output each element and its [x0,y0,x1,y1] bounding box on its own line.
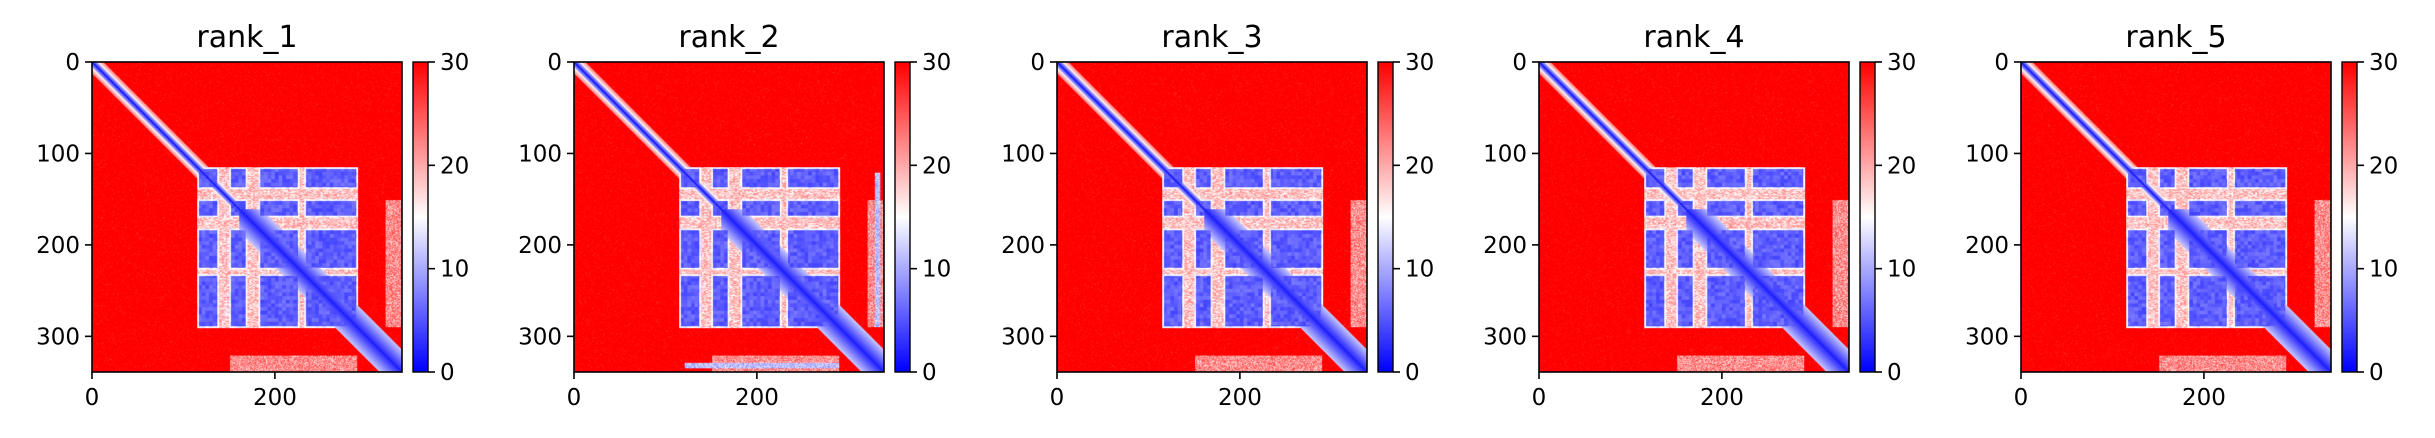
heatmap-panel: rank_2 0 100 200 300 0 200 0 10 20 30 [518,20,951,411]
y-tick-label: 100 [1965,141,2009,167]
x-tick-label: 0 [567,385,582,411]
y-tick-label: 0 [65,50,80,76]
colorbar-tick-label: 10 [922,257,951,283]
heatmap-panel: rank_4 0 100 200 300 0 200 0 10 20 30 [1483,20,1916,411]
axes-frame [2020,61,2332,373]
y-tick-label: 0 [1512,50,1527,76]
x-tick-label: 200 [253,385,297,411]
colorbar-tick-label: 30 [922,50,951,76]
colorbar-tick-label: 30 [1887,50,1916,76]
colorbar-tick-label: 30 [440,50,469,76]
colorbar [895,62,910,372]
colorbar [413,62,428,372]
colorbar-tick-label: 20 [2369,153,2398,179]
axes-frame [573,61,885,373]
panel-title: rank_4 [1643,20,1744,55]
axes-frame [1538,61,1850,373]
colorbar-tick-label: 0 [2369,360,2384,386]
colorbar-tick-label: 30 [1405,50,1434,76]
colorbar [1378,62,1393,372]
y-tick-label: 200 [36,233,80,259]
colorbar-tick-label: 0 [440,360,455,386]
x-tick-label: 200 [735,385,779,411]
heatmap-image [1057,62,1367,372]
panel-title: rank_5 [2125,20,2226,55]
colorbar-tick-label: 20 [1405,153,1434,179]
x-tick-label: 200 [1218,385,1262,411]
colorbar-tick-label: 20 [1887,153,1916,179]
colorbar-tick-label: 10 [1887,257,1916,283]
y-tick-label: 200 [1001,233,1045,259]
y-tick-label: 0 [1030,50,1045,76]
colorbar-tick-label: 30 [2369,50,2398,76]
x-tick-label: 0 [1532,385,1547,411]
colorbar-frame [894,61,911,373]
y-tick-label: 300 [518,324,562,350]
panel-title: rank_2 [678,20,779,55]
y-tick-label: 100 [1483,141,1527,167]
colorbar-frame [1377,61,1394,373]
x-tick-label: 0 [1050,385,1065,411]
panel-title: rank_3 [1161,20,1262,55]
colorbar-tick-label: 0 [1887,360,1902,386]
y-tick-label: 0 [1994,50,2009,76]
colorbar-tick-label: 10 [440,257,469,283]
y-tick-label: 300 [1965,324,2009,350]
heatmap-image [574,62,884,372]
colorbar-tick-label: 20 [922,153,951,179]
y-tick-label: 100 [1001,141,1045,167]
colorbar-tick-label: 20 [440,153,469,179]
heatmap-panel: rank_5 0 100 200 300 0 200 0 10 20 30 [1965,20,2398,411]
y-tick-label: 200 [1483,233,1527,259]
axes-frame [1056,61,1368,373]
colorbar-frame [2341,61,2358,373]
y-tick-label: 300 [36,324,80,350]
y-tick-label: 200 [1965,233,2009,259]
heatmap-panel: rank_1 0 100 200 300 0 200 0 10 20 30 [36,20,469,411]
colorbar-tick-label: 0 [1405,360,1420,386]
colorbar-frame [412,61,429,373]
panel-title: rank_1 [196,20,297,55]
y-tick-label: 300 [1001,324,1045,350]
x-tick-label: 0 [85,385,100,411]
y-tick-label: 300 [1483,324,1527,350]
heatmap-panel: rank_3 0 100 200 300 0 200 0 10 20 30 [1001,20,1434,411]
colorbar [2342,62,2357,372]
y-tick-label: 100 [36,141,80,167]
colorbar [1860,62,1875,372]
colorbar-tick-label: 10 [1405,257,1434,283]
y-tick-label: 0 [547,50,562,76]
colorbar-tick-label: 0 [922,360,937,386]
x-tick-label: 200 [1700,385,1744,411]
y-tick-label: 200 [518,233,562,259]
heatmap-image [1539,62,1849,372]
heatmap-image [92,62,402,372]
x-tick-label: 200 [2182,385,2226,411]
axes-frame [91,61,403,373]
colorbar-tick-label: 10 [2369,257,2398,283]
y-tick-label: 100 [518,141,562,167]
colorbar-frame [1859,61,1876,373]
heatmap-image [2021,62,2331,372]
x-tick-label: 0 [2014,385,2029,411]
